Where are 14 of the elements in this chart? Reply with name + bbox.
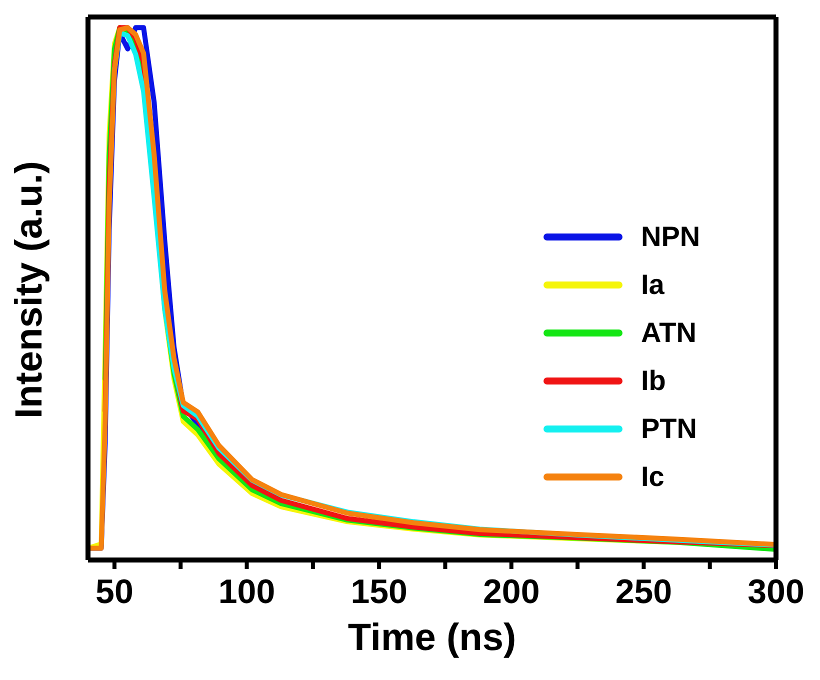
x-tick-label: 150 [350,573,408,612]
y-axis-title: Intensity (a.u.) [8,160,50,418]
x-tick-label: 250 [615,573,672,612]
legend-label: Ia [641,269,664,300]
x-tick-label: 200 [483,573,540,612]
x-axis-title: Time (ns) [348,617,516,659]
x-tick-label: 100 [218,573,276,612]
x-tick-label: 50 [96,573,134,612]
legend-label: NPN [641,221,700,252]
legend-label: Ic [641,461,664,492]
x-tick-label: 300 [748,573,804,612]
legend-label: PTN [641,413,697,444]
legend-label: ATN [641,317,696,348]
legend-label: Ib [641,365,666,396]
